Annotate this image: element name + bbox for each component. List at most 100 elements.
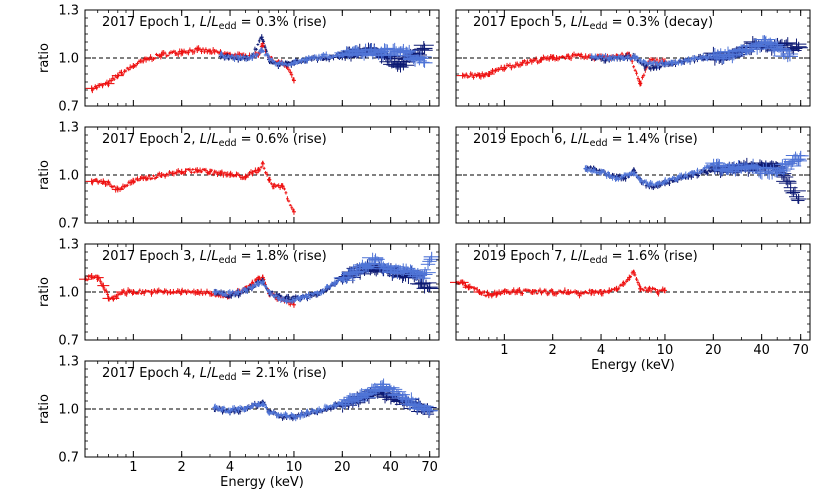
y-tick-label: 1.3 [58, 355, 79, 370]
y-axis-label: ratio [37, 160, 52, 190]
data-point [778, 37, 797, 49]
data-point [601, 53, 605, 58]
data-point [392, 61, 409, 73]
data-point [602, 56, 606, 61]
data-point [159, 51, 164, 58]
data-point [553, 57, 557, 62]
data-point [655, 61, 660, 68]
panel-top-left: 0.7 1.0 1.3 ratio 2017 Epoch 1, L/Ledd = 0.3… [37, 4, 440, 115]
data-point [247, 56, 251, 61]
data-point [330, 55, 334, 60]
data-point [97, 282, 110, 289]
data-point [310, 55, 314, 59]
data-point [127, 67, 131, 72]
data-point [686, 56, 691, 63]
data-point [544, 56, 548, 61]
data-point [646, 62, 650, 67]
series-xmm-newton [450, 269, 667, 299]
data-point [152, 174, 155, 177]
x-tick-label: 2 [549, 343, 557, 358]
data-point [647, 66, 651, 70]
data-point [249, 54, 252, 60]
data-point [207, 168, 212, 175]
data-point [201, 47, 205, 52]
data-point [508, 62, 512, 69]
data-point [677, 60, 680, 66]
data-point [543, 55, 547, 61]
data-point [416, 43, 433, 54]
panel-title-slash: / [207, 15, 212, 30]
data-point [136, 61, 139, 66]
data-point [618, 173, 622, 178]
data-point [264, 171, 267, 175]
x-axis-label: Energy (keV) [591, 358, 675, 373]
data-point [723, 50, 742, 64]
panel-title: 2017 Epoch 2, L/Ledd = 0.6% (rise) [102, 132, 327, 149]
data-point [124, 69, 128, 73]
data-point [287, 199, 291, 203]
data-point [194, 167, 198, 172]
data-point [737, 46, 754, 56]
data-point [498, 67, 502, 71]
x-tick-label: 4 [597, 343, 605, 358]
data-point [244, 57, 248, 62]
panel-title-value: = 0.3% (rise) [237, 15, 327, 30]
series-nustar-fpma [212, 383, 438, 422]
data-point [283, 187, 286, 191]
data-point [530, 58, 534, 65]
data-point [238, 54, 242, 59]
data-point [236, 172, 240, 177]
data-point [661, 59, 664, 66]
data-point [125, 183, 129, 188]
x-tick-label: 40 [382, 460, 399, 475]
panel-title: 2017 Epoch 5, L/Ledd = 0.3% (decay) [473, 15, 713, 32]
panel-title-Ledd: L [211, 132, 218, 147]
data-point [85, 85, 98, 92]
data-point [265, 52, 268, 56]
data-point [327, 53, 331, 59]
y-tick-label: 0.7 [58, 334, 79, 349]
data-point [282, 62, 286, 68]
data-point [636, 58, 640, 63]
data-point [688, 57, 692, 64]
data-point [111, 72, 124, 79]
data-point [253, 167, 257, 174]
x-tick-label: 1 [500, 343, 508, 358]
data-point [314, 54, 318, 60]
data-point [102, 80, 115, 87]
data-point [748, 38, 764, 50]
data-point [596, 56, 600, 60]
data-point [415, 55, 429, 62]
data-point [690, 56, 693, 61]
x-tick-label: 1 [129, 460, 137, 475]
y-tick-label: 1.0 [58, 403, 79, 418]
series-nustar-fpmb [589, 35, 799, 70]
panel-title-Ledd: L [582, 15, 589, 30]
data-point [204, 47, 208, 52]
data-point [473, 72, 477, 76]
data-point [301, 57, 305, 62]
data-point [253, 52, 257, 58]
data-point [111, 75, 115, 82]
data-point [155, 176, 158, 179]
data-point [157, 53, 161, 58]
data-point [700, 56, 704, 62]
data-point [137, 59, 141, 64]
data-point [607, 55, 612, 61]
data-point [152, 57, 155, 61]
data-point [291, 208, 296, 215]
data-point [175, 169, 179, 176]
data-point [632, 65, 636, 69]
data-point [192, 49, 196, 55]
data-point [153, 176, 157, 181]
data-point [271, 183, 276, 190]
data-point [720, 49, 737, 60]
data-point [153, 56, 157, 60]
data-point [757, 37, 774, 47]
data-point [290, 205, 294, 210]
data-point [136, 176, 139, 182]
data-point [214, 49, 218, 53]
data-point [147, 57, 151, 62]
data-point [618, 54, 622, 60]
data-point [694, 56, 698, 59]
